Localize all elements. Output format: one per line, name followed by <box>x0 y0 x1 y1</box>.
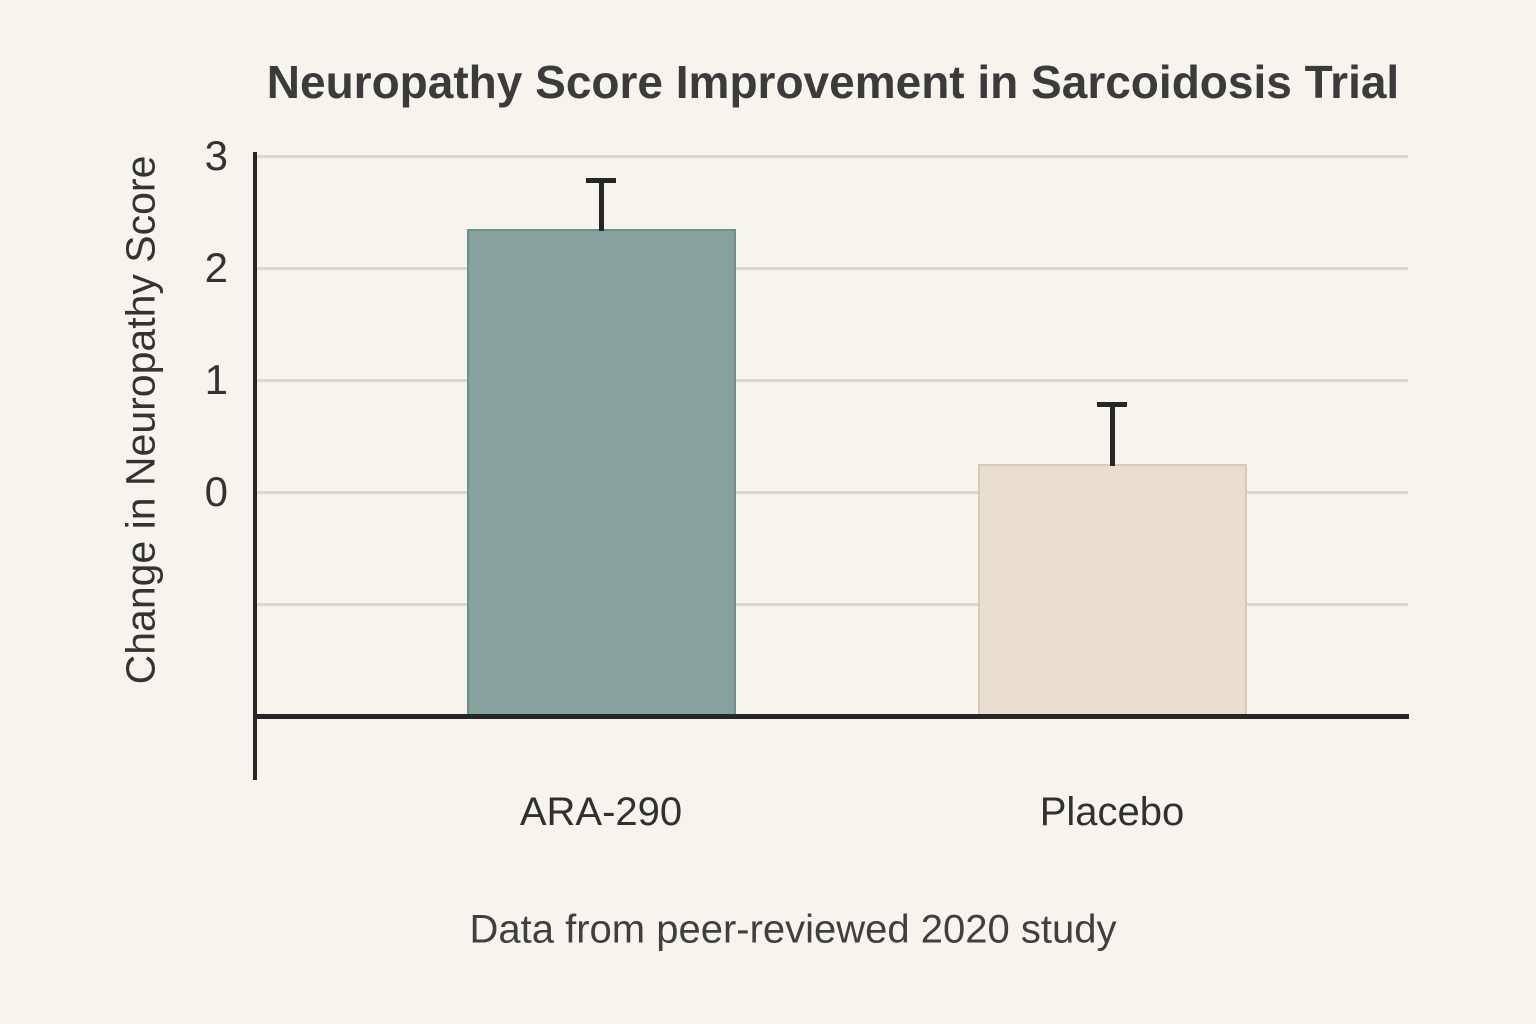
chart-title: Neuropathy Score Improvement in Sarcoido… <box>266 56 1400 108</box>
y-tick-label-3: 3 <box>204 132 228 179</box>
error-bar-cap-ara-290 <box>586 178 616 184</box>
x-category-label-ara-290: ARA-290 <box>519 790 683 834</box>
y-axis-title: Change in Neuropathy Score <box>117 155 164 685</box>
y-tick-label-2: 2 <box>204 244 228 291</box>
gridline-y-1 <box>257 378 1408 382</box>
y-axis-line <box>253 152 257 780</box>
bar-placebo <box>977 464 1247 716</box>
x-axis-line <box>253 714 1409 719</box>
gridline-y-0 <box>257 490 1408 494</box>
gridline-y-3 <box>257 154 1408 158</box>
chart-caption: Data from peer-reviewed 2020 study <box>469 907 1117 952</box>
error-bar-cap-placebo <box>1097 402 1127 408</box>
y-tick-label-0: 0 <box>204 468 228 515</box>
gridline-y--1 <box>257 602 1408 606</box>
bar-ara-290 <box>466 228 736 716</box>
error-bar-stem-placebo <box>1109 402 1115 466</box>
error-bar-stem-ara-290 <box>598 178 604 231</box>
x-category-label-placebo: Placebo <box>1039 790 1185 834</box>
y-tick-label-1: 1 <box>204 356 228 403</box>
gridline-y-2 <box>257 266 1408 270</box>
